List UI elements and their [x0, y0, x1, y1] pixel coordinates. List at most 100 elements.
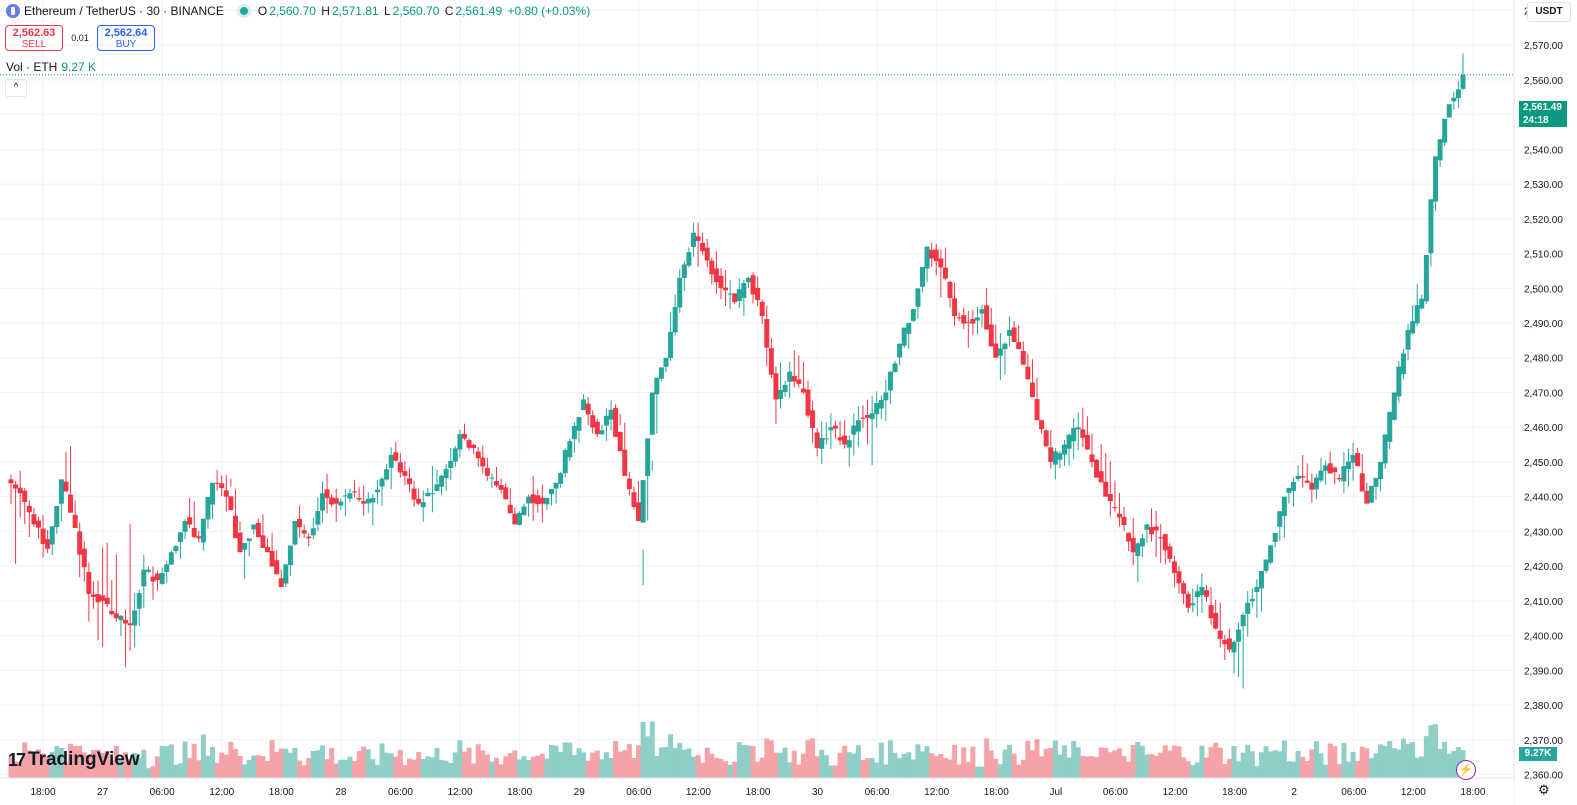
- candle-body: [1144, 524, 1150, 530]
- candle-body: [406, 478, 412, 485]
- volume-bar: [384, 752, 390, 778]
- candle-body: [1052, 451, 1058, 465]
- volume-bar: [1181, 757, 1187, 778]
- volume-bar: [892, 752, 898, 778]
- time-tick-label: Jul: [1049, 787, 1062, 798]
- candle-body: [952, 298, 958, 317]
- volume-bar: [35, 749, 41, 778]
- candle-body: [539, 497, 545, 504]
- candle-body: [965, 322, 971, 324]
- volume-legend[interactable]: Vol · ETH 9.27 K: [6, 60, 96, 74]
- volume-bar: [406, 758, 412, 778]
- volume-bar: [695, 755, 701, 778]
- price-tick-label: 2,490.00: [1524, 319, 1563, 330]
- candle-body: [704, 247, 710, 261]
- time-tick-label: 06:00: [388, 787, 413, 798]
- volume-bar: [118, 758, 124, 778]
- price-tick-label: 2,390.00: [1524, 666, 1563, 677]
- tradingview-logo[interactable]: 17 TradingView: [8, 749, 140, 771]
- volume-bar: [1442, 741, 1448, 778]
- time-tick-label: 2: [1291, 787, 1297, 798]
- volume-bar: [1002, 749, 1008, 778]
- candle-body: [1249, 598, 1255, 602]
- candle-body: [1199, 586, 1205, 596]
- market-status-icon[interactable]: [239, 7, 248, 15]
- volume-bar: [590, 752, 596, 778]
- collapse-chevron-icon[interactable]: ^: [5, 79, 27, 97]
- volume-bar: [929, 753, 935, 778]
- volume-bar: [81, 752, 87, 778]
- settings-gear-icon[interactable]: ⚙: [1538, 782, 1550, 797]
- candle-body: [1075, 427, 1081, 430]
- candle-body: [645, 438, 651, 476]
- price-tick-label: 2,360.00: [1524, 771, 1563, 782]
- high-value: 2,571.81: [331, 4, 379, 18]
- volume-bar: [113, 745, 119, 778]
- candle-body: [136, 593, 142, 609]
- candle-body: [457, 434, 463, 450]
- volume-bar: [1382, 745, 1388, 778]
- volume-bar: [1272, 750, 1278, 778]
- buy-button[interactable]: 2,562.64 BUY: [97, 25, 155, 51]
- candle-body: [187, 517, 193, 525]
- price-tick-label: 2,560.00: [1524, 76, 1563, 87]
- volume-bar: [901, 753, 907, 778]
- currency-selector[interactable]: USDT: [1527, 2, 1571, 22]
- candle-body: [1181, 583, 1187, 594]
- volume-bar: [1048, 748, 1054, 778]
- candle-body: [562, 450, 568, 474]
- volume-bar: [581, 752, 587, 778]
- candle-body: [1126, 532, 1132, 542]
- volume-bar: [100, 752, 106, 778]
- volume-bar: [1089, 756, 1095, 778]
- candle-body: [590, 415, 596, 428]
- volume-bar: [970, 746, 976, 778]
- price-tick-label: 2,460.00: [1524, 423, 1563, 434]
- volume-bar: [837, 752, 843, 778]
- volume-bar: [654, 756, 660, 778]
- volume-bar: [1011, 753, 1017, 778]
- candle-body: [292, 520, 298, 545]
- volume-bar: [773, 752, 779, 778]
- time-tick-label: 12:00: [1401, 787, 1426, 798]
- sell-button[interactable]: 2,562.63 SELL: [5, 25, 63, 51]
- volume-bar: [677, 742, 683, 778]
- volume-bar: [1029, 750, 1035, 778]
- candle-body: [1359, 473, 1365, 492]
- volume-bar: [278, 748, 284, 778]
- volume-bar: [1437, 748, 1443, 778]
- volume-bar: [1355, 760, 1361, 778]
- candle-body: [581, 399, 587, 411]
- candle-body: [1277, 511, 1283, 527]
- candle-body: [40, 528, 46, 544]
- candle-body: [452, 448, 458, 462]
- candle-body: [489, 477, 495, 479]
- volume-bar: [933, 755, 939, 778]
- volume-bar: [1281, 740, 1287, 778]
- candle-body: [750, 275, 756, 295]
- volume-bar: [159, 745, 165, 778]
- volume-bar: [1103, 747, 1109, 778]
- candle-body: [1217, 630, 1223, 639]
- volume-bar: [1378, 744, 1384, 778]
- candle-body: [393, 452, 399, 461]
- candle-body: [1318, 470, 1324, 481]
- candle-body: [1391, 392, 1397, 420]
- candle-body: [1020, 350, 1026, 365]
- price-tick-label: 2,520.00: [1524, 215, 1563, 226]
- candle-body: [567, 441, 573, 458]
- volume-bar: [1176, 746, 1182, 778]
- volume-bar: [228, 741, 234, 778]
- candle-body: [145, 569, 151, 572]
- time-tick-label: 12:00: [448, 787, 473, 798]
- candle-body: [411, 488, 417, 500]
- candle-body: [1062, 444, 1068, 455]
- close-value: 2,561.49: [455, 4, 503, 18]
- volume-bar: [13, 761, 19, 778]
- candle-body: [352, 491, 358, 493]
- volume-bar: [1039, 756, 1045, 778]
- goto-realtime-icon[interactable]: ⚡: [1456, 760, 1476, 780]
- symbol-title[interactable]: Ethereum / TetherUS · 30 · BINANCE: [24, 4, 224, 18]
- candle-body: [356, 498, 362, 500]
